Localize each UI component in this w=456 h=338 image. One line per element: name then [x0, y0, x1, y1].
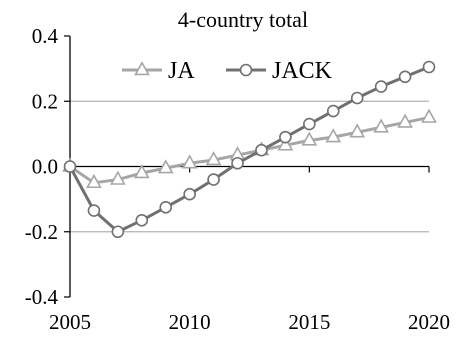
data-point-jack	[255, 143, 268, 157]
data-point-jack	[350, 91, 364, 105]
data-point-jack	[422, 60, 436, 74]
data-point-ja	[110, 170, 126, 185]
data-point-ja	[325, 128, 342, 143]
data-point-jack	[231, 156, 244, 170]
series	[62, 60, 437, 239]
data-point-jack	[398, 70, 412, 84]
data-point-jack	[87, 204, 101, 217]
data-point-jack	[207, 173, 220, 186]
data-point-jack	[303, 117, 316, 131]
series-ja	[62, 108, 437, 189]
data-point-ja	[421, 108, 437, 123]
x-tick-label: 2015	[288, 310, 330, 334]
legend-label: JACK	[272, 58, 333, 84]
series-jack	[63, 60, 436, 239]
data-point-jack	[374, 80, 388, 93]
data-point-ja	[301, 131, 318, 146]
chart-title: 4-country total	[178, 7, 308, 32]
series-line-jack	[68, 65, 430, 234]
data-point-ja	[349, 123, 366, 138]
data-point-jack	[159, 200, 173, 214]
data-point-ja	[181, 154, 198, 169]
data-point-ja	[133, 164, 150, 179]
x-tick-label: 2010	[169, 310, 211, 334]
legend-label: JA	[168, 58, 195, 84]
data-point-ja	[277, 136, 294, 151]
y-tick-label: 0.4	[32, 24, 59, 48]
data-point-ja	[205, 151, 222, 166]
data-point-jack	[111, 225, 125, 239]
data-point-ja	[86, 173, 102, 189]
y-tick-label: -0.4	[25, 285, 59, 309]
data-point-ja	[157, 159, 174, 174]
y-tick-label: 0.0	[32, 155, 58, 179]
gridlines	[70, 100, 429, 233]
legend-entry-ja: JA	[122, 58, 195, 84]
data-point-jack	[183, 187, 196, 201]
data-point-jack	[279, 130, 292, 144]
x-tick-label: 2005	[49, 310, 91, 334]
legend-entry-jack: JACK	[226, 58, 333, 84]
series-line-ja	[69, 116, 430, 185]
data-point-ja	[373, 118, 389, 133]
data-point-jack	[135, 214, 149, 227]
y-tick-label: -0.2	[25, 220, 58, 244]
x-tick-label: 2020	[408, 310, 450, 334]
data-point-jack	[63, 160, 77, 173]
data-point-jack	[326, 104, 340, 118]
data-point-ja	[397, 113, 413, 128]
legend-marker	[134, 61, 150, 76]
legend-marker	[239, 63, 253, 77]
legend: JA JACK	[122, 58, 333, 84]
y-tick-label: 0.2	[32, 89, 58, 113]
